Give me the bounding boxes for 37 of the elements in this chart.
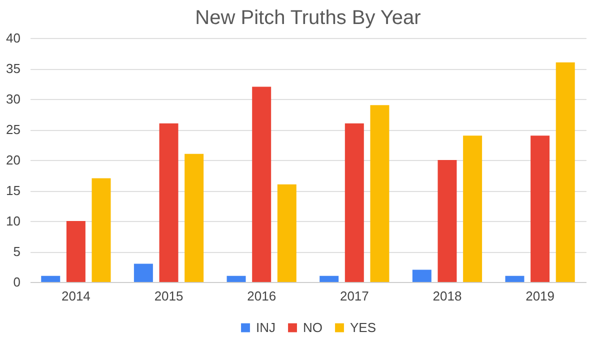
bar (370, 105, 390, 282)
x-tick-label: 2015 (154, 288, 184, 304)
bar (438, 160, 457, 282)
legend-label: YES (350, 320, 376, 335)
bar (530, 136, 550, 282)
x-tick-label: 2014 (61, 288, 90, 304)
bar (41, 276, 60, 282)
bar (159, 123, 178, 282)
x-tick-label: 2019 (526, 288, 555, 304)
y-tick-label: 5 (13, 244, 20, 259)
bar (184, 154, 204, 282)
y-tick-label: 0 (13, 274, 20, 290)
x-tick-label: 2016 (247, 288, 276, 304)
bar (277, 184, 296, 282)
y-tick-label: 35 (6, 61, 20, 76)
legend-label: INJ (256, 320, 276, 335)
bar (320, 276, 339, 282)
x-tick-label: 2018 (432, 288, 462, 304)
legend-label: NO (303, 320, 322, 335)
y-tick-label: 20 (6, 152, 20, 168)
bar (134, 264, 153, 282)
x-tick-label: 2017 (340, 288, 369, 304)
y-tick-label: 30 (6, 92, 20, 106)
y-tick-label: 40 (6, 30, 20, 46)
chart-title: New Pitch Truths By Year (195, 7, 422, 29)
bar (412, 270, 432, 282)
bar (556, 62, 575, 282)
bar (344, 123, 364, 282)
y-tick-label: 25 (6, 122, 20, 137)
bar (92, 178, 111, 282)
bar (226, 276, 246, 282)
bar (66, 221, 86, 282)
bar (463, 136, 482, 282)
bar (505, 276, 524, 282)
y-tick-label: 15 (6, 183, 20, 198)
bar (252, 86, 272, 282)
y-tick-label: 10 (6, 214, 20, 228)
